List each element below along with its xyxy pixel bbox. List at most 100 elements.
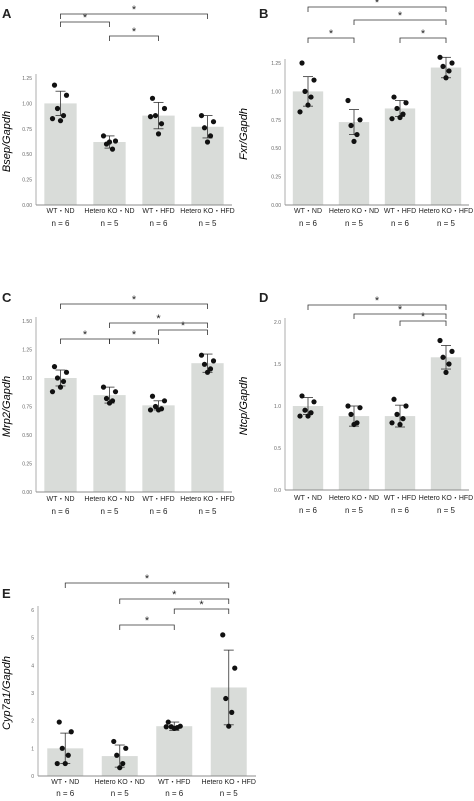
data-point xyxy=(100,133,107,139)
bar xyxy=(430,67,462,205)
y-tick-label: 2 xyxy=(31,719,34,725)
data-point xyxy=(440,354,446,360)
data-point xyxy=(54,760,60,767)
x-category-label: WT・HFD xyxy=(384,495,416,502)
y-tick-label: 1.25 xyxy=(22,348,32,354)
x-category-label: WT・ND xyxy=(47,208,75,215)
significance-star: * xyxy=(398,10,403,22)
n-label: n = 6 xyxy=(149,507,168,516)
data-point xyxy=(65,752,71,758)
data-point xyxy=(305,102,311,108)
significance-star: * xyxy=(398,304,403,316)
data-point xyxy=(106,139,113,145)
y-tick-label: 1.25 xyxy=(271,61,281,67)
panel-b: B Fxr/Gapdh 0.00 0.25 0.50 0.75 1.00 1.25 WT・ND… xyxy=(237,0,474,274)
y-tick-label: 0.00 xyxy=(22,490,32,496)
y-tick-label: 1 xyxy=(31,746,34,752)
y-tick-label: 0.00 xyxy=(22,203,32,209)
significance-bracket xyxy=(307,37,355,43)
data-point xyxy=(351,138,357,144)
data-point xyxy=(394,411,400,417)
data-point xyxy=(397,421,403,428)
chart-a: Bsep/Gapdh 0.00 0.25 0.50 0.75 1.00 1.25 WT・ND n… xyxy=(1,4,235,228)
y-axis-label: Mrp2/Gapdh xyxy=(1,376,13,437)
data-point xyxy=(207,366,214,372)
n-label: n = 5 xyxy=(198,507,217,516)
data-point xyxy=(229,709,235,715)
y-axis-label: Bsep/Gapdh xyxy=(1,111,13,172)
data-point xyxy=(149,95,156,101)
panel-label-b: B xyxy=(259,6,269,21)
data-point xyxy=(171,725,177,732)
bar xyxy=(44,378,77,492)
n-label: n = 5 xyxy=(100,507,119,516)
data-point xyxy=(308,410,314,416)
x-category-label: WT・ND xyxy=(51,779,79,786)
data-point xyxy=(49,116,56,122)
x-category-label: Hetero KO・ND xyxy=(84,208,134,215)
y-axis-label: Cyp7a1/Gapdh xyxy=(1,656,13,730)
significance-star: * xyxy=(199,599,204,611)
y-tick-label: 1.25 xyxy=(22,76,32,82)
y-tick-label: 5 xyxy=(31,636,34,642)
y-tick-label: 1.5 xyxy=(274,362,281,368)
data-point xyxy=(103,395,110,402)
significance-star: * xyxy=(132,294,137,306)
x-category-label: Hetero KO・ND xyxy=(84,496,134,503)
data-point xyxy=(112,389,119,395)
y-tick-label: 0.5 xyxy=(274,446,281,452)
data-point xyxy=(100,384,107,390)
data-point xyxy=(63,92,70,98)
bar xyxy=(142,115,175,205)
data-point xyxy=(443,369,449,375)
x-category-label: WT・HFD xyxy=(142,208,174,215)
data-point xyxy=(155,131,162,137)
data-point xyxy=(232,665,238,671)
data-point xyxy=(204,139,211,145)
bar xyxy=(338,122,370,205)
significance-bracket xyxy=(307,304,447,310)
y-tick-label: 0.0 xyxy=(274,488,281,494)
panel-label-e: E xyxy=(2,586,11,601)
data-point xyxy=(299,60,305,66)
data-point xyxy=(403,403,409,409)
significance-bracket xyxy=(109,322,208,328)
data-point xyxy=(120,760,126,767)
data-point xyxy=(147,114,154,120)
data-point xyxy=(357,117,363,123)
data-point xyxy=(440,63,446,70)
data-point xyxy=(437,337,443,344)
significance-bracket xyxy=(60,21,110,27)
panel-a: A Bsep/Gapdh 0.00 0.25 0.50 0.75 1.00 1.25 WT・N… xyxy=(0,0,237,274)
n-label: n = 5 xyxy=(437,219,456,228)
data-point xyxy=(391,396,397,402)
data-point xyxy=(348,411,354,417)
bar xyxy=(191,126,224,205)
significance-star: * xyxy=(145,573,150,585)
data-point xyxy=(220,632,226,638)
n-label: n = 5 xyxy=(345,506,364,515)
significance-bracket xyxy=(109,338,159,344)
significance-star: * xyxy=(83,329,88,341)
panel-d: D Ntcp/Gapdh 0.0 0.5 1.0 1.5 2.0 WT・ND n = 6 Het… xyxy=(237,285,474,547)
panel-label-d: D xyxy=(259,290,269,305)
bar xyxy=(338,416,370,490)
y-tick-label: 2.0 xyxy=(274,320,281,326)
y-axis-label: Fxr/Gapdh xyxy=(238,108,250,160)
data-point xyxy=(201,361,208,367)
y-tick-label: 0.75 xyxy=(271,118,281,124)
bar xyxy=(156,726,193,776)
data-point xyxy=(443,75,449,81)
bar xyxy=(384,108,416,205)
data-point xyxy=(152,112,159,119)
panel-label-a: A xyxy=(2,6,12,21)
data-point xyxy=(311,399,317,405)
y-tick-label: 4 xyxy=(31,663,34,669)
data-point xyxy=(394,105,400,112)
data-point xyxy=(311,77,317,83)
data-point xyxy=(109,146,116,152)
significance-bracket xyxy=(109,35,159,41)
y-axis-label: Ntcp/Gapdh xyxy=(238,377,250,436)
x-category-label: WT・ND xyxy=(294,495,322,502)
data-point xyxy=(389,420,395,426)
